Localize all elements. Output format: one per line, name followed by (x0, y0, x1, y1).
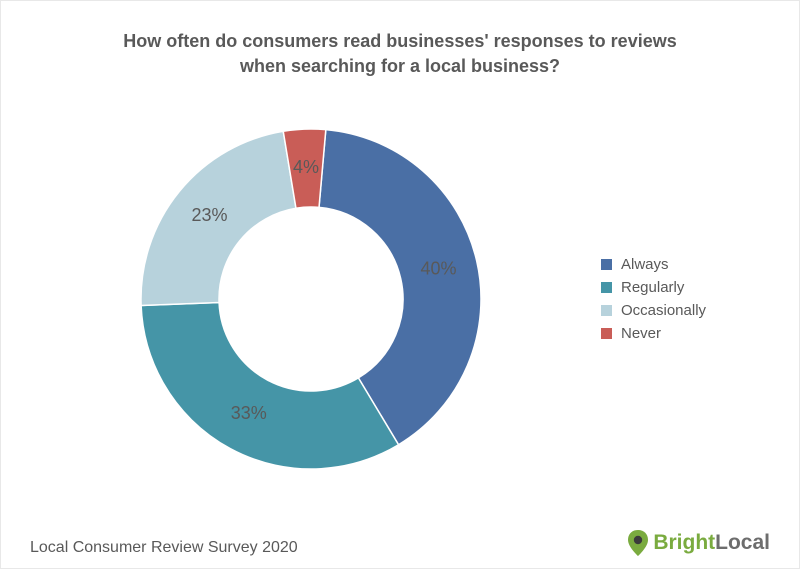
legend-label: Always (621, 256, 669, 273)
legend-item: Occasionally (601, 302, 769, 319)
legend-item: Always (601, 256, 769, 273)
slice-label: 23% (192, 205, 228, 225)
chart-card: How often do consumers read businesses' … (0, 0, 800, 569)
legend-item: Regularly (601, 279, 769, 296)
legend-item: Never (601, 325, 769, 342)
legend: Always Regularly Occasionally Never (591, 250, 769, 348)
legend-swatch (601, 305, 612, 316)
footer: Local Consumer Review Survey 2020 Bright… (30, 529, 770, 557)
legend-swatch (601, 282, 612, 293)
chart-title: How often do consumers read businesses' … (120, 29, 680, 79)
legend-swatch (601, 259, 612, 270)
map-pin-icon (627, 529, 649, 557)
slice-label: 33% (231, 403, 267, 423)
donut-slice (141, 303, 398, 469)
brand-text-2: Local (715, 531, 770, 554)
legend-label: Occasionally (621, 302, 706, 319)
brand-logo: BrightLocal (627, 529, 770, 557)
legend-label: Never (621, 325, 661, 342)
donut-svg: 40% 33% 23% 4% (31, 89, 591, 509)
chart-row: 40% 33% 23% 4% Always Regularly Occasionally N… (31, 89, 769, 509)
legend-label: Regularly (621, 279, 684, 296)
footer-source: Local Consumer Review Survey 2020 (30, 539, 298, 557)
donut-chart: 40% 33% 23% 4% (31, 89, 591, 509)
slice-label: 4% (293, 157, 319, 177)
brand-text-1: Bright (653, 531, 715, 554)
slice-label: 40% (421, 259, 457, 279)
legend-swatch (601, 328, 612, 339)
